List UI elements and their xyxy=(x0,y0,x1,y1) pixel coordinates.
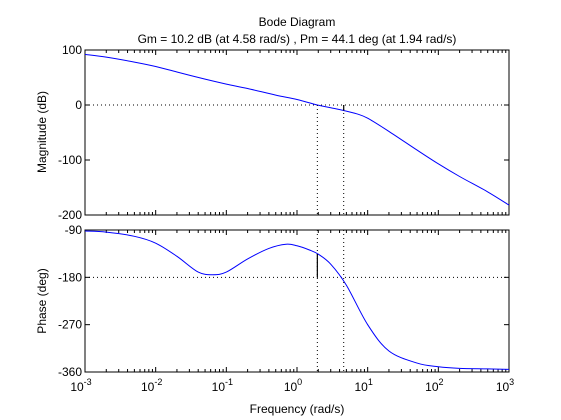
x-tick-label: 102 xyxy=(425,377,443,394)
x-tick-label: 103 xyxy=(496,377,514,394)
phase-axes: -90 -180 -270 -360 10-3 10-2 10-1 100 101 102 103… xyxy=(35,223,514,416)
phase-plot-area xyxy=(84,229,510,373)
magnitude-axes: 100 0 -100 -200 Magnitude (dB) xyxy=(35,43,510,222)
y-tick-label: -100 xyxy=(58,153,82,167)
chart-title: Bode Diagram xyxy=(259,15,336,29)
phase-y-tick-labels: -90 -180 -270 -360 xyxy=(58,223,82,379)
y-tick-label: -360 xyxy=(58,365,82,379)
x-tick-label: 10-3 xyxy=(70,377,91,394)
x-tick-label: 10-2 xyxy=(141,377,162,394)
y-tick-label: 100 xyxy=(62,43,82,57)
x-tick-label: 100 xyxy=(284,377,302,394)
x-tick-label: 101 xyxy=(354,377,372,394)
magnitude-ticks xyxy=(84,49,510,216)
phase-markers xyxy=(316,230,345,372)
phase-series-line xyxy=(84,230,510,370)
magnitude-markers xyxy=(316,105,345,215)
y-tick-label: -200 xyxy=(58,208,82,222)
frequency-x-tick-labels: 10-3 10-2 10-1 100 101 102 103 xyxy=(70,377,514,394)
magnitude-y-axis-label: Magnitude (dB) xyxy=(35,91,49,173)
y-tick-label: -90 xyxy=(65,223,83,237)
phase-ticks xyxy=(84,229,510,373)
y-tick-label: 0 xyxy=(75,98,82,112)
magnitude-y-tick-labels: 100 0 -100 -200 xyxy=(58,43,82,222)
y-tick-label: -270 xyxy=(58,318,82,332)
chart-subtitle: Gm = 10.2 dB (at 4.58 rad/s) , Pm = 44.1… xyxy=(138,32,457,46)
x-tick-label: 10-1 xyxy=(212,377,233,394)
y-tick-label: -180 xyxy=(58,270,82,284)
phase-y-axis-label: Phase (deg) xyxy=(35,268,49,333)
magnitude-plot-area xyxy=(84,49,510,216)
frequency-x-axis-label: Frequency (rad/s) xyxy=(250,402,345,416)
